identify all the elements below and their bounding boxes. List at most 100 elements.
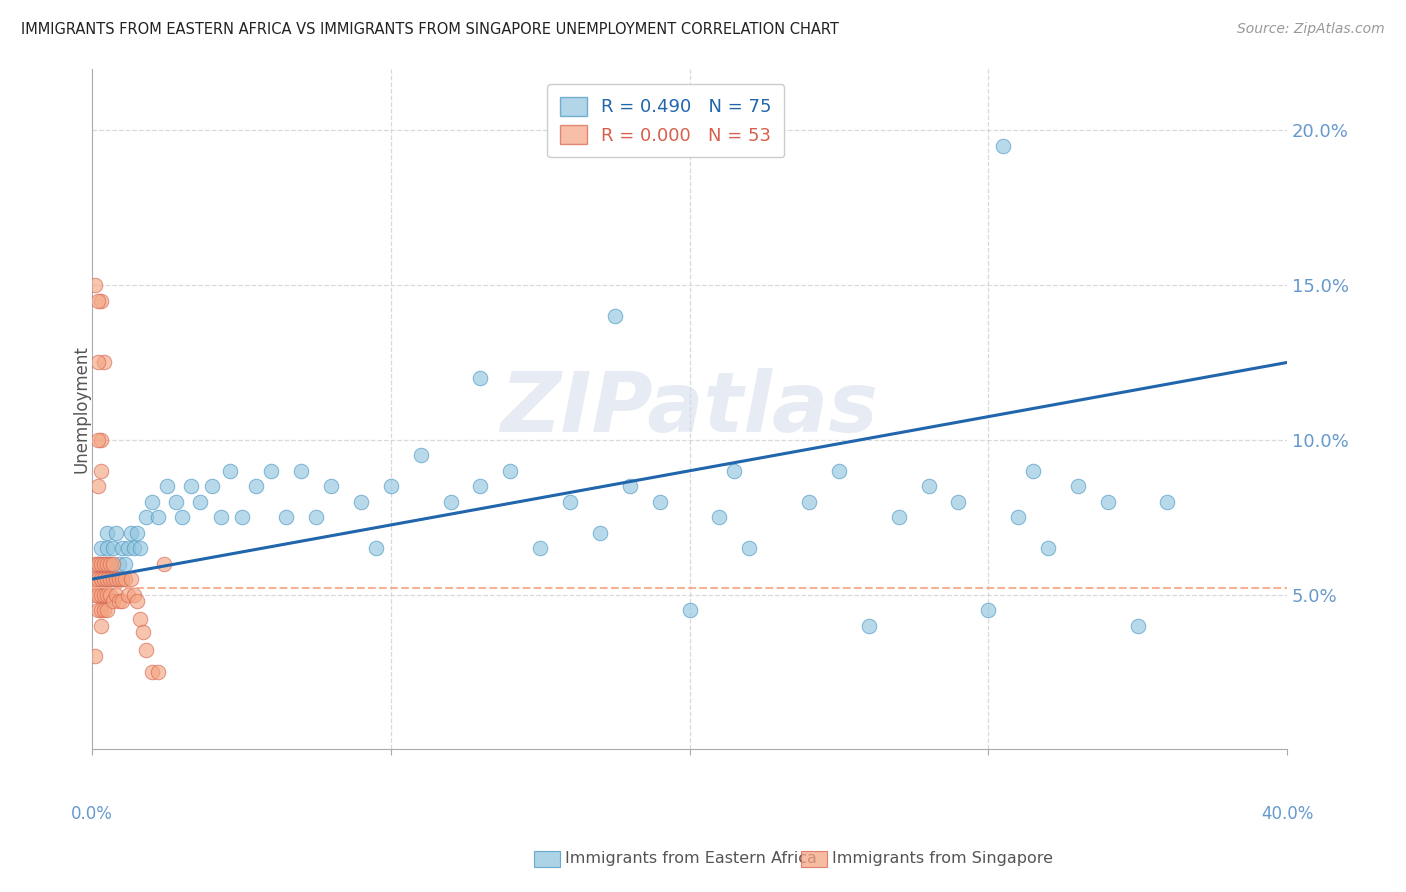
Point [1156, 494, 1178, 508]
Point [305, 510, 328, 524]
Point [93, 557, 115, 571]
Point [120, 525, 142, 540]
Text: Immigrants from Eastern Africa: Immigrants from Eastern Africa [565, 852, 817, 866]
Point [105, 572, 128, 586]
Point [108, 572, 131, 586]
Point [170, 510, 193, 524]
Point [90, 541, 112, 556]
Point [87, 433, 110, 447]
Point [125, 593, 148, 607]
Point [96, 525, 118, 540]
Point [380, 479, 402, 493]
Point [993, 139, 1015, 153]
Point [364, 541, 387, 556]
Point [188, 494, 211, 508]
Point [231, 510, 253, 524]
Point [101, 572, 124, 586]
Point [96, 603, 118, 617]
Point [90, 464, 112, 478]
Point [977, 603, 1000, 617]
Point [439, 494, 461, 508]
Point [98, 588, 121, 602]
Point [93, 557, 115, 571]
Point [111, 541, 134, 556]
Point [108, 572, 131, 586]
Point [738, 541, 761, 556]
Point [201, 479, 224, 493]
Legend: R = 0.490   N = 75, R = 0.000   N = 53: R = 0.490 N = 75, R = 0.000 N = 53 [547, 85, 785, 157]
Point [209, 510, 232, 524]
Point [90, 293, 112, 308]
Point [93, 588, 115, 602]
Point [1067, 479, 1090, 493]
Point [678, 603, 700, 617]
Point [87, 355, 110, 369]
Point [146, 665, 169, 679]
Point [1022, 464, 1045, 478]
Point [135, 510, 157, 524]
Point [723, 464, 745, 478]
Point [603, 309, 626, 323]
Point [87, 293, 110, 308]
Point [105, 588, 128, 602]
Point [90, 618, 112, 632]
Point [260, 464, 283, 478]
Text: 40.0%: 40.0% [1261, 805, 1313, 823]
Text: Source: ZipAtlas.com: Source: ZipAtlas.com [1237, 22, 1385, 37]
Point [105, 525, 128, 540]
Point [828, 464, 851, 478]
Point [153, 557, 176, 571]
Point [499, 464, 522, 478]
Point [245, 479, 267, 493]
Point [93, 572, 115, 586]
Point [93, 603, 115, 617]
Text: ZIPatlas: ZIPatlas [501, 368, 879, 450]
Point [648, 494, 671, 508]
Point [619, 479, 641, 493]
Point [87, 557, 110, 571]
Point [84, 278, 107, 293]
Point [276, 510, 298, 524]
Point [589, 525, 612, 540]
Point [321, 479, 343, 493]
Text: 0.0%: 0.0% [72, 805, 112, 823]
Point [96, 572, 118, 586]
Point [709, 510, 731, 524]
Point [90, 572, 112, 586]
Point [108, 557, 131, 571]
Text: Immigrants from Singapore: Immigrants from Singapore [832, 852, 1053, 866]
Point [858, 618, 880, 632]
Point [96, 588, 118, 602]
Point [117, 541, 139, 556]
Point [98, 572, 121, 586]
Point [84, 572, 107, 586]
Point [93, 355, 115, 369]
Point [132, 624, 155, 639]
Point [529, 541, 551, 556]
Point [93, 572, 115, 586]
Point [917, 479, 939, 493]
Point [120, 572, 142, 586]
Point [1036, 541, 1059, 556]
Text: IMMIGRANTS FROM EASTERN AFRICA VS IMMIGRANTS FROM SINGAPORE UNEMPLOYMENT CORRELA: IMMIGRANTS FROM EASTERN AFRICA VS IMMIGR… [21, 22, 839, 37]
Point [180, 479, 202, 493]
Point [114, 557, 136, 571]
Point [111, 593, 134, 607]
Point [290, 464, 312, 478]
Point [887, 510, 910, 524]
Point [141, 494, 163, 508]
Point [87, 479, 110, 493]
Point [90, 588, 112, 602]
Point [129, 612, 152, 626]
Point [90, 603, 112, 617]
Point [218, 464, 240, 478]
Point [96, 557, 118, 571]
Point [111, 572, 134, 586]
Point [87, 603, 110, 617]
Point [90, 572, 112, 586]
Point [84, 557, 107, 571]
Point [122, 541, 145, 556]
Point [84, 588, 107, 602]
Point [117, 588, 139, 602]
Point [156, 479, 179, 493]
